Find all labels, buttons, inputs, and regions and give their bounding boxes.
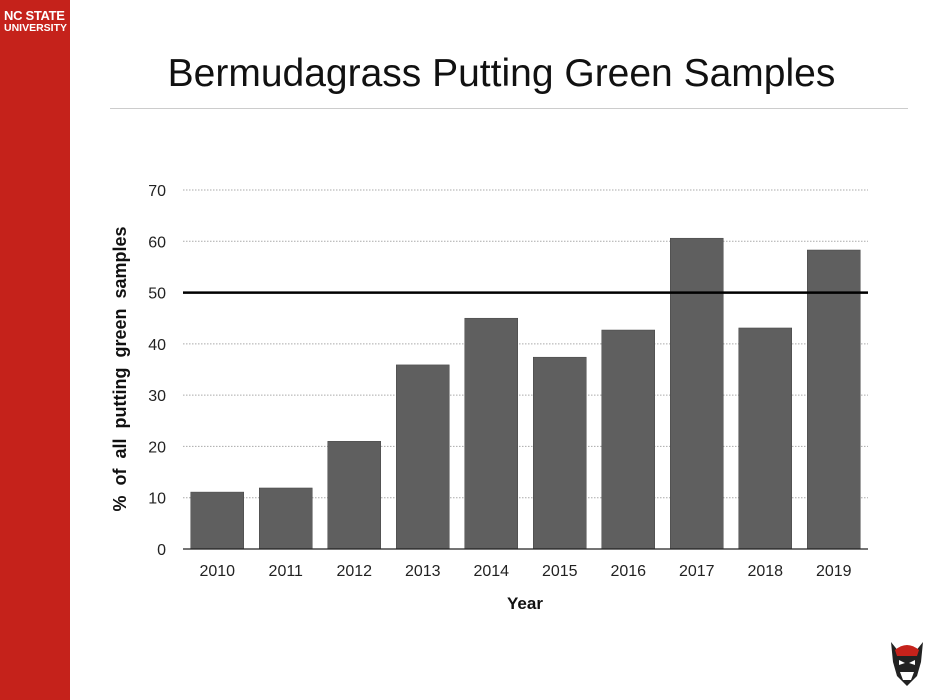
bar-2010 [190,491,244,550]
bar-2019 [807,249,861,550]
bar-2015 [533,356,587,550]
y-tick-label: 60 [148,234,166,251]
y-tick-label: 50 [148,286,166,303]
x-tick-label: 2016 [610,563,646,580]
y-tick-label: 0 [157,542,166,559]
bar-2011 [259,487,313,550]
y-tick-label: 70 [148,183,166,200]
x-tick-label: 2014 [473,563,509,580]
sidebar-band: NC STATE UNIVERSITY [0,0,70,700]
bar-2018 [738,327,792,550]
x-tick-label: 2010 [199,563,235,580]
x-tick-label: 2019 [816,563,852,580]
bar-2017 [670,237,724,550]
wolf-mascot-icon [891,642,923,686]
title-divider [110,108,908,109]
x-tick-label: 2012 [336,563,372,580]
bar-2013 [396,364,450,550]
y-tick-label: 10 [148,491,166,508]
bar-2014 [464,317,518,550]
x-tick-label: 2011 [269,563,304,580]
bar-2012 [327,441,381,550]
slide-title: Bermudagrass Putting Green Samples [167,52,836,95]
y-tick-label: 30 [148,388,166,405]
y-axis-label: % of all putting green samples [110,226,130,511]
x-tick-label: 2013 [405,563,441,580]
nc-state-logo: NC STATE UNIVERSITY [4,9,67,35]
x-tick-label: 2017 [679,563,715,580]
x-tick-label: 2018 [747,563,783,580]
bar-2016 [601,329,655,550]
logo-line2: UNIVERSITY [4,22,68,34]
y-tick-label: 20 [148,439,166,456]
logo-line1: NC STATE [4,8,65,23]
x-axis-label: Year [507,594,543,613]
x-tick-label: 2015 [542,563,578,580]
y-tick-label: 40 [148,337,166,354]
